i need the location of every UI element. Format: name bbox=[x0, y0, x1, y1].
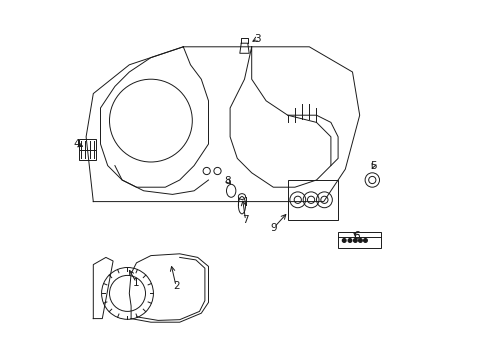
Text: 8: 8 bbox=[224, 176, 230, 186]
Circle shape bbox=[347, 239, 351, 242]
Text: 1: 1 bbox=[133, 278, 140, 288]
Bar bbox=[337, 232, 381, 248]
Text: 9: 9 bbox=[270, 222, 277, 233]
Text: 3: 3 bbox=[254, 33, 261, 44]
Text: 6: 6 bbox=[353, 231, 359, 241]
Circle shape bbox=[353, 239, 356, 242]
Bar bbox=[287, 180, 337, 220]
Circle shape bbox=[363, 239, 366, 242]
Bar bbox=[79, 139, 96, 160]
Text: 7: 7 bbox=[242, 215, 248, 225]
Text: 5: 5 bbox=[369, 161, 376, 171]
Circle shape bbox=[358, 239, 362, 242]
Circle shape bbox=[342, 239, 346, 242]
Text: 2: 2 bbox=[172, 281, 179, 291]
Text: 4: 4 bbox=[73, 139, 80, 149]
